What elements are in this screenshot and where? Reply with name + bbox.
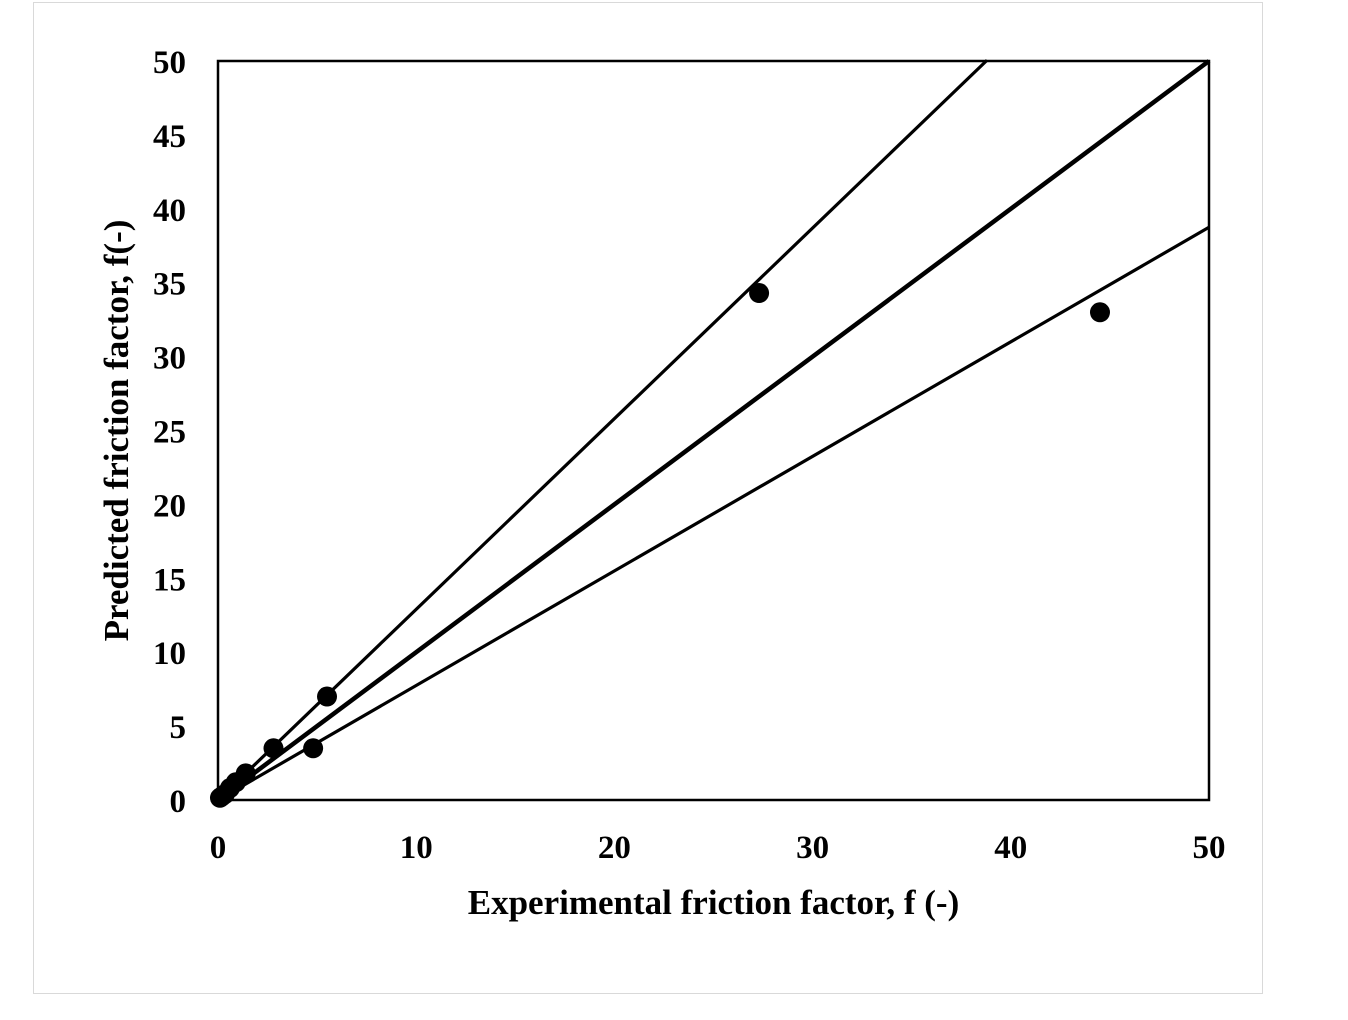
reference-line-2 [216, 59, 989, 802]
chart-frame [33, 2, 1263, 994]
x-tick-label: 40 [994, 830, 1027, 866]
y-tick-label: 20 [153, 488, 186, 524]
x-tick-label: 30 [796, 830, 829, 866]
y-tick-label: 25 [153, 415, 186, 451]
reference-line-1 [216, 59, 1211, 802]
x-tick-label: 50 [1193, 830, 1226, 866]
plot-area-border [216, 59, 1211, 802]
y-tick-label: 10 [153, 636, 186, 672]
data-point-8 [303, 738, 324, 759]
y-axis-tick-labels: 0 5 10 15 20 25 30 35 40 45 50 [153, 45, 186, 820]
data-point-7 [263, 738, 284, 759]
y-tick-label: 45 [153, 119, 186, 155]
data-point-6 [235, 763, 256, 784]
x-tick-label: 10 [400, 830, 433, 866]
data-point-11 [1089, 302, 1110, 323]
y-tick-label: 15 [153, 562, 186, 598]
reference-lines [216, 59, 1211, 802]
y-tick-label: 50 [153, 45, 186, 81]
reference-line-3 [217, 225, 1210, 802]
y-tick-label: 5 [170, 710, 187, 746]
y-tick-label: 40 [153, 193, 186, 229]
data-point-9 [317, 686, 338, 707]
x-tick-label: 0 [210, 830, 227, 866]
x-axis-title: Experimental friction factor, f (-) [468, 883, 959, 922]
data-points [209, 283, 1110, 808]
y-tick-label: 35 [153, 267, 186, 303]
y-tick-label: 0 [170, 784, 187, 820]
y-tick-label: 30 [153, 341, 186, 377]
x-axis-tick-labels: 0 10 20 30 40 50 [210, 830, 1226, 866]
x-tick-label: 20 [598, 830, 631, 866]
data-point-10 [749, 283, 770, 304]
y-axis-title: Predicted friction factor, f(-) [97, 220, 136, 642]
